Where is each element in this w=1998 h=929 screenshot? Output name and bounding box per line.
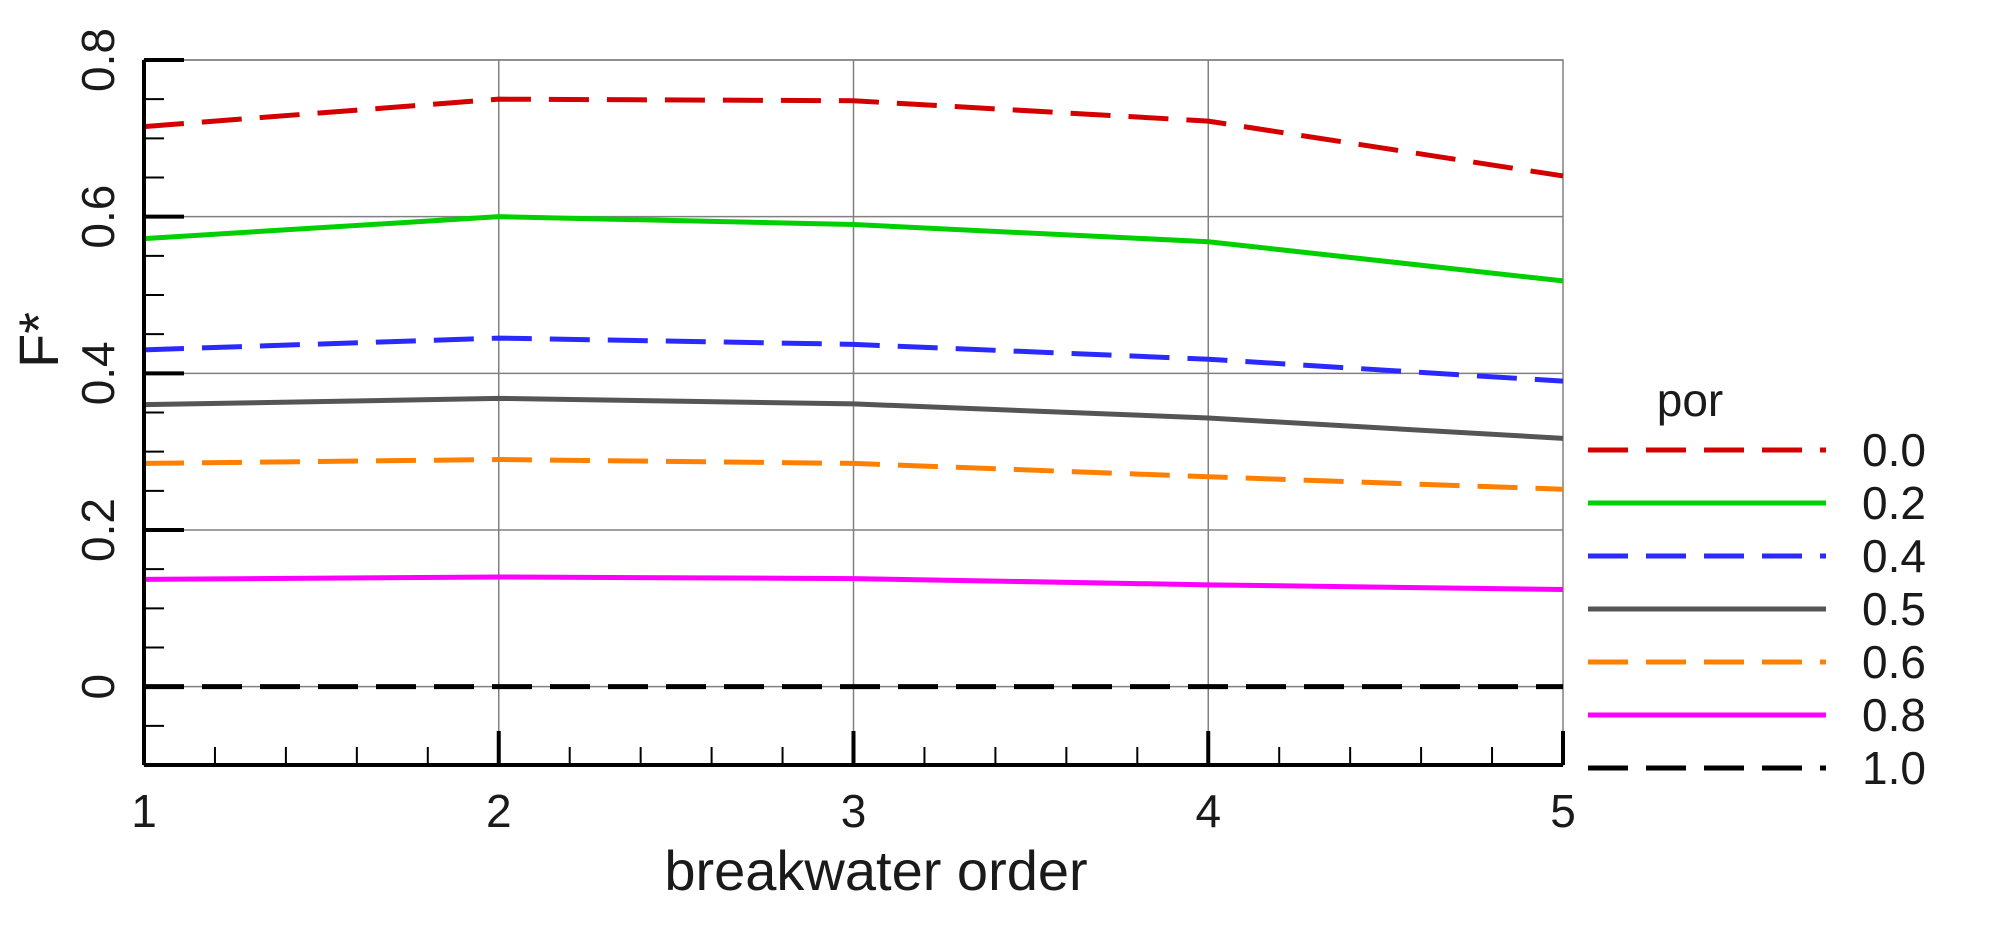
legend: por 0.00.20.40.50.60.81.0 xyxy=(1588,374,1926,794)
legend-title: por xyxy=(1657,374,1723,426)
legend-label: 0.4 xyxy=(1862,530,1926,582)
y-tick-label: 0 xyxy=(72,674,124,700)
legend-label: 1.0 xyxy=(1862,742,1926,794)
series-line xyxy=(143,96,1564,179)
legend-label: 0.2 xyxy=(1862,477,1926,529)
x-tick-label: 2 xyxy=(486,785,512,837)
x-tick-label: 5 xyxy=(1550,785,1576,837)
legend-label: 0.5 xyxy=(1862,583,1926,635)
tick-labels: 1 2 3 4 5 0 0.2 0.4 0.6 0.8 xyxy=(72,28,1576,837)
y-tick-label: 0.6 xyxy=(72,185,124,249)
x-tick-label: 3 xyxy=(841,785,867,837)
axes xyxy=(142,58,1565,767)
y-axis-title: F* xyxy=(7,312,70,368)
series-line xyxy=(143,395,1564,441)
series-group xyxy=(143,96,1564,690)
legend-label: 0.6 xyxy=(1862,636,1926,688)
series-line xyxy=(143,457,1564,492)
legend-label: 0.0 xyxy=(1862,424,1926,476)
y-tick-label: 0.2 xyxy=(72,498,124,562)
series-line xyxy=(143,574,1564,593)
series-line xyxy=(143,214,1564,284)
series-line xyxy=(143,335,1564,384)
x-tick-label: 1 xyxy=(131,785,157,837)
x-tick-label: 4 xyxy=(1195,785,1221,837)
y-tick-label: 0.8 xyxy=(72,28,124,92)
x-axis-title: breakwater order xyxy=(664,839,1087,902)
y-tick-label: 0.4 xyxy=(72,341,124,405)
legend-label: 0.8 xyxy=(1862,689,1926,741)
grid xyxy=(143,59,1564,766)
